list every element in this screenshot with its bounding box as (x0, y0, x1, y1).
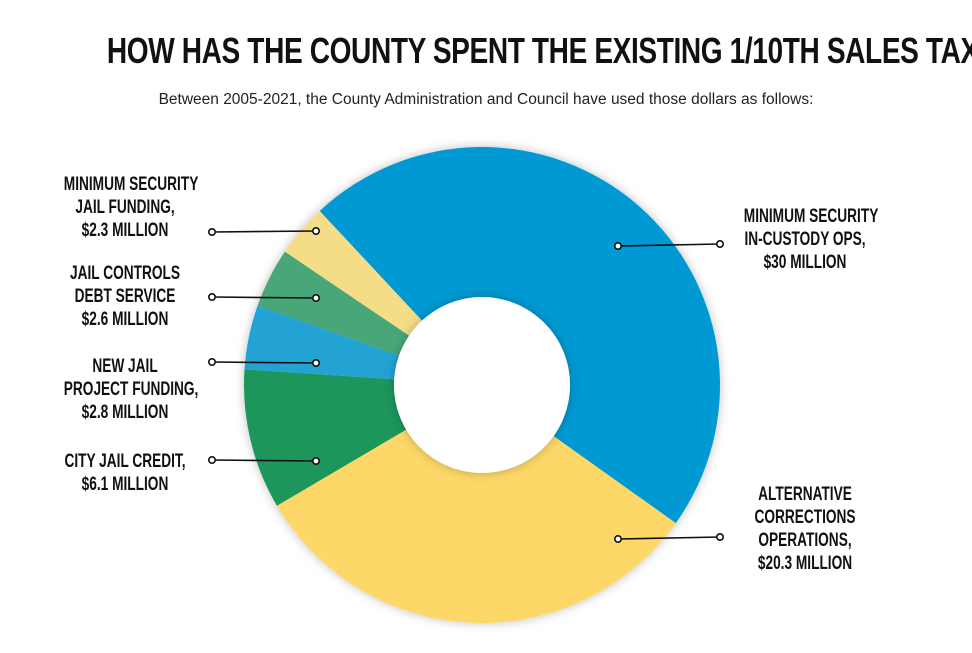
leader-line-0 (617, 243, 721, 247)
leader-dot-3-1 (208, 357, 217, 366)
slice-5 (284, 210, 422, 336)
slice-label-line: $6.1 MILLION (81, 474, 169, 495)
slice-label-2: CITY JAIL CREDIT, $6.1 MILLION (64, 450, 186, 496)
slice-label-line: JAIL FUNDING, (75, 197, 175, 218)
leader-line-3 (211, 361, 317, 364)
slice-label-line: $2.3 MILLION (81, 220, 169, 241)
leader-dot-2-0 (311, 456, 320, 465)
slice-1 (276, 429, 676, 624)
slice-label-5: MINIMUM SECURITY JAIL FUNDING, $2.3 MILLIO… (63, 173, 199, 242)
slice-label-line: DEBT SERVICE (74, 286, 176, 307)
slice-label-line: $30 MILLION (763, 252, 847, 273)
leader-dot-5-0 (311, 227, 320, 236)
slice-label-3: NEW JAIL PROJECT FUNDING, $2.8 MILLION (63, 355, 199, 424)
slice-label-line: ALTERNATIVE (758, 484, 852, 505)
slice-label-line: NEW JAIL (92, 356, 158, 377)
leader-dot-4-0 (311, 293, 320, 302)
slice-label-line: MINIMUM SECURITY (743, 206, 879, 227)
chart-subtitle: Between 2005-2021, the County Administra… (158, 91, 814, 108)
slice-4 (257, 251, 410, 356)
slice-label-line: IN-CUSTODY OPS, (744, 229, 866, 250)
slice-label-line: CITY JAIL CREDIT, (64, 451, 186, 472)
leader-line-5 (211, 230, 317, 233)
leader-dot-3-0 (311, 358, 320, 367)
slice-label-line: MINIMUM SECURITY (63, 174, 199, 195)
leader-line-4 (211, 296, 317, 299)
leader-dot-0-0 (613, 242, 622, 251)
slice-2 (244, 369, 407, 506)
slice-label-0: MINIMUM SECURITY IN-CUSTODY OPS, $30 MILLI… (743, 205, 879, 274)
slice-0 (319, 146, 721, 524)
slice-label-line: $20.3 MILLION (757, 553, 853, 574)
slice-3 (244, 305, 400, 380)
slice-label-4: JAIL CONTROLS DEBT SERVICE $2.6 MILLION (64, 262, 186, 331)
slice-label-line: JAIL CONTROLS (70, 263, 180, 284)
leader-dot-2-1 (208, 455, 217, 464)
leader-dot-1-0 (613, 534, 622, 543)
leader-dot-0-1 (715, 240, 724, 249)
slice-label-line: PROJECT FUNDING, (63, 379, 199, 400)
slice-label-1: ALTERNATIVE CORRECTIONS OPERATIONS, $20.3 M… (744, 483, 866, 575)
slice-label-line: OPERATIONS, (758, 530, 852, 551)
leader-line-1 (617, 536, 721, 540)
chart-title: HOW HAS THE COUNTY SPENT THE EXISTING 1/… (106, 30, 972, 71)
slice-label-line: CORRECTIONS (754, 507, 856, 528)
donut-hole (394, 297, 570, 473)
leader-line-2 (211, 459, 317, 462)
leader-dot-4-1 (208, 292, 217, 301)
leader-dot-1-1 (715, 532, 724, 541)
slice-label-line: $2.8 MILLION (81, 402, 169, 423)
leader-dot-5-1 (208, 228, 217, 237)
slice-label-line: $2.6 MILLION (81, 309, 169, 330)
